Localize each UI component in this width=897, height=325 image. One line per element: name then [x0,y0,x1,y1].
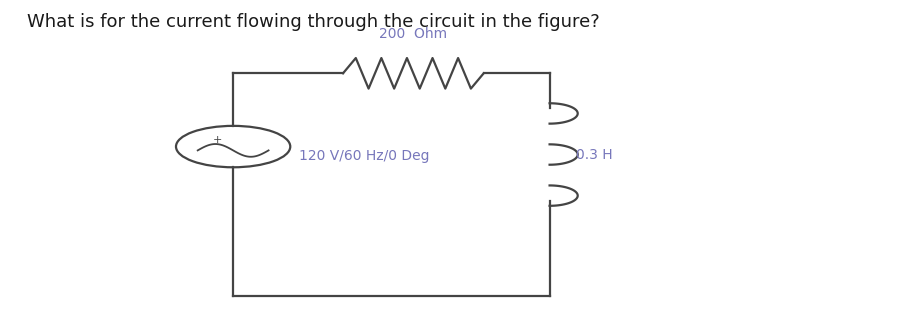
Text: 120 V/60 Hz/0 Deg: 120 V/60 Hz/0 Deg [299,149,430,163]
Text: 200  Ohm: 200 Ohm [379,28,448,42]
Text: +: + [213,135,222,145]
Text: What is for the current flowing through the circuit in the figure?: What is for the current flowing through … [27,13,599,31]
Text: 0.3 H: 0.3 H [576,148,613,162]
